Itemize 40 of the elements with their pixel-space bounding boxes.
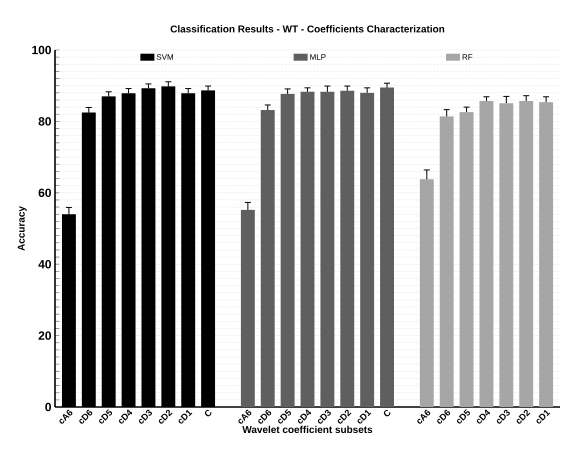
x-tick-label: C bbox=[204, 410, 212, 416]
x-tick-label: cD6 bbox=[258, 410, 272, 424]
x-tick-label: cD4 bbox=[476, 409, 490, 424]
bar bbox=[280, 94, 295, 407]
x-tick-label: cD5 bbox=[278, 409, 292, 424]
y-tick-label: 0 bbox=[45, 402, 51, 412]
x-tick-label: cD2 bbox=[516, 410, 530, 424]
x-tick-label: cD4 bbox=[298, 409, 312, 424]
x-tick-label: cD3 bbox=[318, 410, 331, 424]
y-tick-label: 100 bbox=[32, 46, 51, 54]
y-tick-label: 40 bbox=[38, 260, 51, 268]
x-tick-label: cD3 bbox=[496, 410, 510, 424]
x-tick-label: cD1 bbox=[178, 410, 192, 424]
y-tick-label: 80 bbox=[38, 117, 51, 126]
x-tick-label: cA6 bbox=[417, 410, 430, 424]
x-tick-label: C bbox=[384, 410, 390, 416]
y-axis-title: Accuracy bbox=[18, 206, 27, 251]
bar bbox=[340, 90, 354, 407]
bar bbox=[300, 92, 314, 407]
bar bbox=[320, 92, 334, 407]
x-tick-label: cD5 bbox=[99, 409, 112, 424]
x-tick-label: cA6 bbox=[59, 410, 72, 424]
x-tick-label: cD3 bbox=[138, 410, 152, 424]
x-tick-label: cD4 bbox=[119, 409, 132, 424]
x-axis-title: Wavelet coefficient subsets bbox=[242, 426, 372, 434]
y-tick-label: 20 bbox=[38, 331, 51, 340]
x-tick-label: cD5 bbox=[457, 409, 470, 424]
x-tick-label: cA6 bbox=[238, 410, 252, 424]
bar bbox=[240, 210, 255, 407]
x-tick-label: cD6 bbox=[437, 410, 450, 424]
y-tick-label: 60 bbox=[38, 188, 51, 198]
bar bbox=[380, 87, 394, 407]
x-tick-label: cD2 bbox=[158, 410, 172, 424]
x-tick-label: cD2 bbox=[338, 410, 352, 424]
chart-title: Classification Results - WT - Coefficients Characterization bbox=[170, 25, 444, 32]
x-tick-label: cD1 bbox=[358, 410, 372, 424]
bar bbox=[360, 92, 374, 407]
x-tick-label: cD1 bbox=[536, 410, 550, 424]
x-tick-label: cD6 bbox=[79, 410, 92, 424]
bar bbox=[260, 110, 275, 407]
